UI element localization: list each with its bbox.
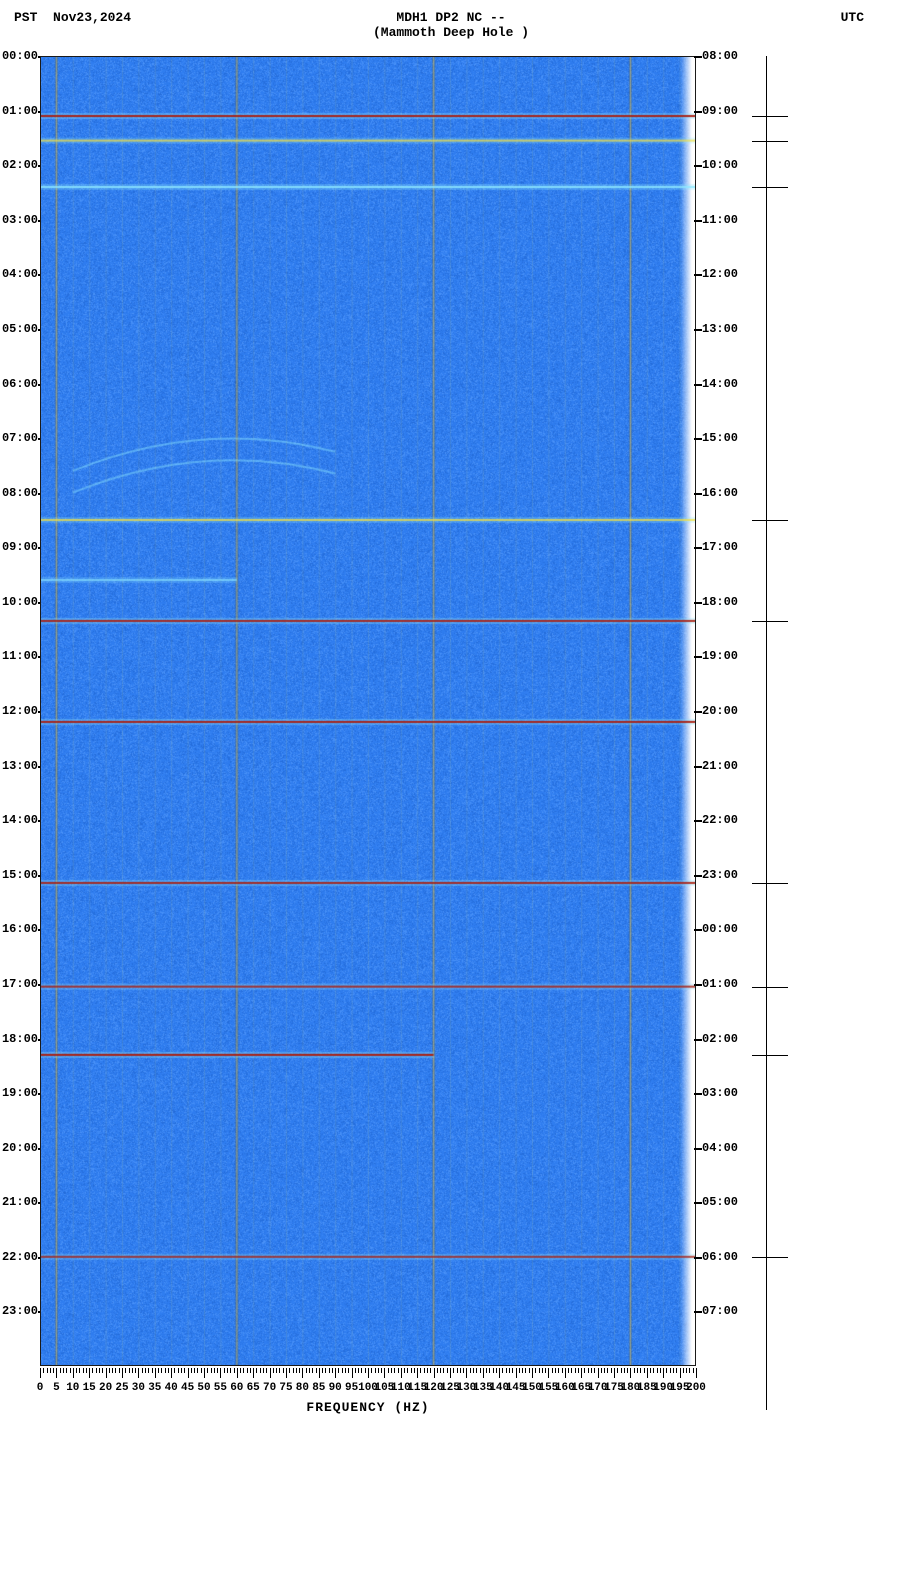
y-right-tick: 05:00	[702, 1195, 738, 1209]
y-right-tick: 12:00	[702, 267, 738, 281]
x-tick-label: 5	[53, 1382, 60, 1394]
station-id: MDH1 DP2 NC --	[396, 10, 505, 25]
x-tick-label: 50	[197, 1382, 210, 1394]
y-right-tick: 15:00	[702, 431, 738, 445]
y-left-tick: 21:00	[0, 1195, 38, 1209]
y-right-tick: 13:00	[702, 322, 738, 336]
y-left-tick: 16:00	[0, 922, 38, 936]
y-left-tick: 08:00	[0, 486, 38, 500]
date-label: Nov23,2024	[53, 10, 131, 25]
page-root: PST Nov23,2024 MDH1 DP2 NC -- (Mammoth D…	[0, 0, 902, 1584]
y-left-tick: 14:00	[0, 813, 38, 827]
x-tick-label: 200	[686, 1382, 706, 1394]
event-marker	[752, 520, 788, 521]
y-left-tick: 10:00	[0, 595, 38, 609]
event-marker	[752, 621, 788, 622]
y-right-tick: 01:00	[702, 977, 738, 991]
y-right-tick: 17:00	[702, 540, 738, 554]
event-marker	[752, 116, 788, 117]
event-marker	[752, 1257, 788, 1258]
event-marker	[752, 1055, 788, 1056]
x-tick-label: 55	[214, 1382, 227, 1394]
event-marker	[752, 987, 788, 988]
x-tick-label: 80	[296, 1382, 309, 1394]
y-right-tick: 11:00	[702, 213, 738, 227]
y-right-tick: 02:00	[702, 1032, 738, 1046]
y-left-tick: 12:00	[0, 704, 38, 718]
event-timeline	[752, 56, 892, 1366]
y-left-tick: 15:00	[0, 868, 38, 882]
y-left-tick: 02:00	[0, 158, 38, 172]
x-tick-label: 20	[99, 1382, 112, 1394]
x-axis: 0510152025303540455055606570758085909510…	[40, 1368, 696, 1415]
x-tick-label: 65	[247, 1382, 260, 1394]
y-left-tick: 23:00	[0, 1304, 38, 1318]
right-tz-label: UTC	[841, 10, 864, 25]
y-left-tick: 13:00	[0, 759, 38, 773]
y-left-tick: 06:00	[0, 377, 38, 391]
event-marker	[752, 883, 788, 884]
x-tick-label: 60	[230, 1382, 243, 1394]
spectrogram-plot	[40, 56, 696, 1366]
x-tick-label: 30	[132, 1382, 145, 1394]
header-center: MDH1 DP2 NC -- (Mammoth Deep Hole )	[373, 10, 529, 40]
x-tick-label: 95	[345, 1382, 358, 1394]
y-left-tick: 03:00	[0, 213, 38, 227]
y-left-tick: 07:00	[0, 431, 38, 445]
y-right-tick: 18:00	[702, 595, 738, 609]
y-right-tick: 00:00	[702, 922, 738, 936]
y-left-tick: 04:00	[0, 267, 38, 281]
x-tick-label: 70	[263, 1382, 276, 1394]
y-right-tick: 19:00	[702, 649, 738, 663]
station-name: (Mammoth Deep Hole )	[373, 25, 529, 40]
x-axis-labels: 0510152025303540455055606570758085909510…	[40, 1382, 696, 1398]
y-right-tick: 07:00	[702, 1304, 738, 1318]
x-tick-label: 85	[312, 1382, 325, 1394]
y-right-tick: 06:00	[702, 1250, 738, 1264]
y-right-tick: 22:00	[702, 813, 738, 827]
x-tick-label: 35	[148, 1382, 161, 1394]
header-left: PST Nov23,2024	[14, 10, 131, 25]
event-marker	[752, 141, 788, 142]
x-tick-label: 75	[279, 1382, 292, 1394]
y-left-tick: 18:00	[0, 1032, 38, 1046]
x-tick-label: 15	[83, 1382, 96, 1394]
x-tick-label: 45	[181, 1382, 194, 1394]
y-axis-right: 08:0009:0010:0011:0012:0013:0014:0015:00…	[696, 56, 746, 1366]
y-right-tick: 04:00	[702, 1141, 738, 1155]
y-axis-left: 00:0001:0002:0003:0004:0005:0006:0007:00…	[0, 56, 40, 1366]
y-left-tick: 05:00	[0, 322, 38, 336]
y-left-tick: 01:00	[0, 104, 38, 118]
y-left-tick: 17:00	[0, 977, 38, 991]
x-tick-label: 40	[165, 1382, 178, 1394]
y-right-tick: 09:00	[702, 104, 738, 118]
y-right-tick: 10:00	[702, 158, 738, 172]
x-tick-label: 25	[115, 1382, 128, 1394]
y-right-tick: 21:00	[702, 759, 738, 773]
y-left-tick: 20:00	[0, 1141, 38, 1155]
y-left-tick: 22:00	[0, 1250, 38, 1264]
x-axis-title: FREQUENCY (HZ)	[40, 1400, 696, 1415]
y-left-tick: 09:00	[0, 540, 38, 554]
x-tick-label: 90	[329, 1382, 342, 1394]
left-tz-label: PST	[14, 10, 37, 25]
y-right-tick: 03:00	[702, 1086, 738, 1100]
y-right-tick: 14:00	[702, 377, 738, 391]
y-left-tick: 00:00	[0, 49, 38, 63]
y-right-tick: 20:00	[702, 704, 738, 718]
spectrogram-canvas	[40, 56, 696, 1366]
x-tick-label: 0	[37, 1382, 44, 1394]
y-left-tick: 11:00	[0, 649, 38, 663]
x-axis-ticks	[40, 1368, 696, 1382]
x-tick-label: 10	[66, 1382, 79, 1394]
y-left-tick: 19:00	[0, 1086, 38, 1100]
y-right-tick: 16:00	[702, 486, 738, 500]
y-right-tick: 08:00	[702, 49, 738, 63]
y-right-tick: 23:00	[702, 868, 738, 882]
event-marker	[752, 187, 788, 188]
event-timeline-axis	[766, 56, 767, 1410]
